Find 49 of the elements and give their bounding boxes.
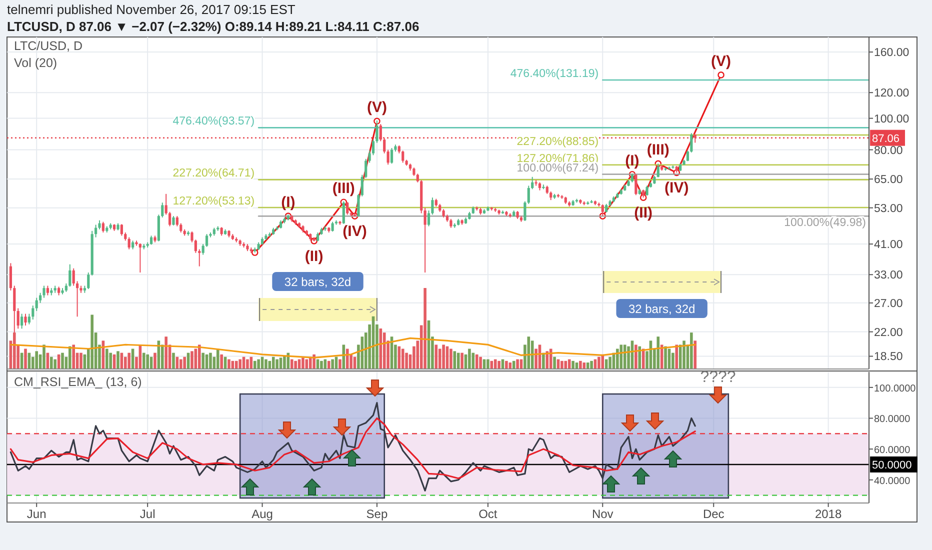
x-tick-label: Jul (140, 507, 156, 521)
annotation: (II) (634, 204, 652, 222)
y-tick-label: 100.0000 (874, 383, 916, 394)
text: telnemri published November 26, 2017 09:15 EST (7, 2, 296, 17)
y-tick-label: 60.0000 (874, 445, 911, 456)
annotation: (V) (711, 52, 732, 70)
x-tick-label: Oct (478, 507, 498, 521)
y-tick-label: 53.00 (874, 202, 903, 215)
x-tick-label: 2018 (814, 507, 842, 521)
y-tick-label: 22.00 (874, 326, 903, 339)
annotation: (III) (332, 180, 355, 198)
chart-title: LTC/USD, D (14, 39, 83, 53)
series-label: 100.00%(67.24) (516, 162, 599, 174)
y-tick-label: 120.00 (874, 88, 910, 100)
band-label: 32 bars, 32d (284, 275, 352, 289)
series-label: 227.20%(88.85) (516, 136, 599, 148)
chart-title: CM_RSI_EMA_ (13, 6) (14, 375, 142, 389)
x-tick-label: Sep (366, 507, 388, 521)
annotation: (I) (281, 194, 296, 212)
y-tick-label: 100.00 (874, 113, 910, 126)
y-tick-label: 40.0000 (874, 476, 911, 487)
series-label: 127.20%(53.13) (172, 195, 255, 208)
y-tick-label: 33.00 (874, 270, 903, 282)
ref-line-label: 50.0000 (872, 459, 912, 472)
x-tick-label: Dec (702, 507, 724, 521)
y-tick-label: 65.00 (874, 174, 903, 186)
series-label: 476.40%(93.57) (172, 116, 255, 128)
annotation: (IV) (664, 180, 689, 197)
annotation: (II) (304, 248, 324, 265)
annotation: (V) (366, 99, 387, 116)
annotation: ???? (700, 369, 736, 386)
y-tick-label: 80.0000 (874, 414, 911, 426)
band-label: 32 bars, 32d (628, 302, 696, 316)
x-tick-label: Jun (26, 507, 46, 521)
ref-line-label: 87.06 (872, 132, 900, 145)
annotation: (IV) (342, 223, 367, 240)
y-tick-label: 41.00 (874, 239, 903, 252)
y-tick-label: 80.00 (874, 144, 903, 157)
x-tick-label: Aug (252, 507, 273, 521)
y-tick-label: 18.50 (874, 351, 903, 364)
y-tick-label: 27.00 (874, 298, 903, 310)
y-tick-label: 160.00 (874, 47, 910, 60)
series-label: 227.20%(64.71) (172, 168, 255, 180)
chart-title: Vol (20) (14, 56, 58, 70)
series-label: 100.00%(49.98) (784, 217, 866, 230)
text: LTCUSD, D 87.06 ▼ −2.07 (−2.32%) O:89.14 H:89.21 L:84.11 C:87.06 (7, 19, 420, 34)
annotation: (III) (646, 142, 670, 159)
series-label: 476.40%(131.19) (510, 68, 599, 80)
x-tick-label: Nov (592, 507, 614, 521)
